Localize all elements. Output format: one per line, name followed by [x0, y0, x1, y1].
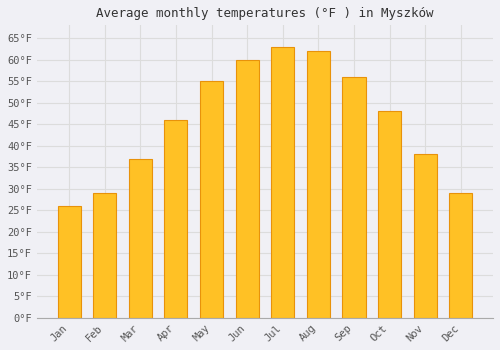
Bar [58, 206, 80, 318]
Bar [164, 120, 188, 318]
Title: Average monthly temperatures (°F ) in Myszków: Average monthly temperatures (°F ) in My… [96, 7, 434, 20]
Bar [342, 77, 365, 318]
Bar [307, 51, 330, 318]
Bar [236, 60, 258, 318]
Bar [414, 154, 436, 318]
Bar [271, 47, 294, 318]
Bar [200, 81, 223, 318]
Bar [93, 193, 116, 318]
Bar [449, 193, 472, 318]
Bar [128, 159, 152, 318]
Bar [378, 111, 401, 318]
